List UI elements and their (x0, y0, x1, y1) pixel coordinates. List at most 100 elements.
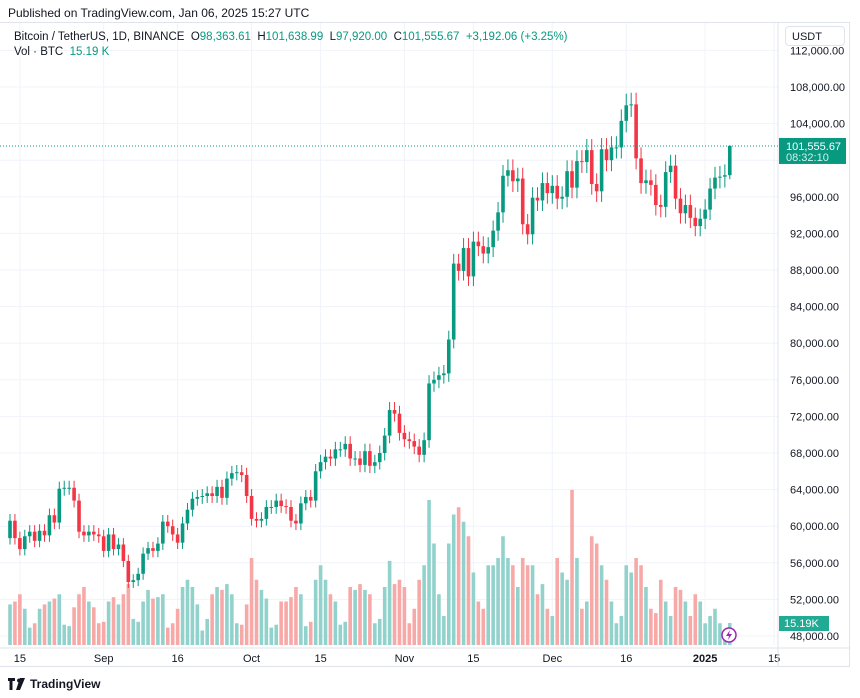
candle-body (27, 531, 32, 537)
candle-body (437, 375, 441, 380)
volume-bar (62, 624, 67, 645)
volume-bar (195, 604, 200, 645)
volume-bar (446, 543, 451, 645)
volume-bar (72, 607, 76, 645)
candle-body (683, 205, 688, 214)
candle-body (511, 170, 515, 182)
candle-body (481, 246, 486, 254)
candle-body (373, 462, 377, 466)
candle-body (279, 500, 283, 507)
change-value: +3,192.06 (+3.25%) (465, 31, 568, 43)
candle-body (205, 493, 209, 497)
volume-bar (57, 594, 62, 645)
candle-body (264, 506, 269, 519)
volume-bar (200, 630, 205, 645)
volume-bar (550, 616, 555, 645)
volume-bar (234, 623, 239, 645)
y-tick-label: 72,000.00 (790, 411, 839, 423)
volume-bar (343, 621, 348, 645)
volume-bar (13, 601, 17, 645)
volume-bar (629, 572, 633, 645)
candle-body (599, 149, 604, 192)
candle-body (304, 496, 308, 504)
x-tick-label: Oct (243, 653, 260, 665)
volume-bar (496, 558, 500, 645)
candle-body (210, 493, 214, 497)
volume-bar (486, 565, 491, 645)
candle-body (535, 197, 540, 201)
volume-bar (42, 604, 47, 645)
volume-bar (328, 594, 333, 645)
volume-bar (402, 587, 407, 645)
volume-bar (565, 579, 569, 645)
candle-body (170, 526, 175, 535)
volume-bar (126, 584, 131, 645)
lightning-icon-bolt (726, 630, 732, 640)
candle-body (230, 473, 234, 479)
candle-body (57, 488, 62, 523)
symbol-name[interactable]: Bitcoin / TetherUS, 1D, BINANCE (14, 31, 185, 43)
volume-bar (363, 589, 367, 645)
volume-bar (442, 616, 446, 645)
volume-bar (37, 608, 42, 645)
candle-body (67, 487, 71, 489)
volume-bar (22, 608, 27, 645)
countdown-label: 08:32:10 (786, 152, 829, 164)
candle-body (111, 534, 116, 550)
candle-body (358, 458, 362, 465)
volume-bar (540, 584, 545, 645)
candle-body (259, 518, 264, 521)
candle-body (72, 487, 76, 501)
y-tick-label: 68,000.00 (790, 448, 839, 460)
volume-bar (175, 608, 180, 645)
volume-bar (210, 594, 214, 645)
candle-body (225, 478, 229, 498)
candle-body (713, 177, 717, 189)
volume-bar (437, 594, 441, 645)
candle-body (501, 175, 505, 213)
published-note: Published on TradingView.com, Jan 06, 20… (8, 6, 310, 20)
candle-body (249, 496, 254, 519)
candle-body (718, 176, 722, 178)
volume-bar (644, 587, 648, 645)
volume-bar (230, 594, 234, 645)
volume-bar (506, 558, 510, 645)
currency-button[interactable]: USDT (785, 26, 845, 46)
candle-body (594, 183, 599, 192)
volume-bar (693, 594, 698, 645)
candle-body (195, 496, 200, 499)
volume-bar (575, 558, 579, 645)
candle-body (693, 217, 698, 227)
candle-body (190, 498, 195, 510)
candle-body (121, 544, 126, 561)
candle-body (131, 580, 136, 583)
candle-body (284, 506, 288, 508)
candle-body (634, 104, 638, 159)
volume-bar (520, 558, 525, 645)
tradingview-logo[interactable]: TradingView (8, 677, 100, 691)
volume-bar (456, 507, 461, 645)
candle-body (338, 449, 343, 451)
volume-bar (121, 594, 126, 645)
volume-bar (570, 489, 574, 645)
volume-bar (220, 589, 224, 645)
y-tick-label: 80,000.00 (790, 338, 839, 350)
volume-bar (333, 601, 338, 645)
chart-frame (0, 22, 850, 667)
volume-bar (323, 579, 328, 645)
last-price-label: 101,555.67 (786, 141, 841, 153)
volume-bar (589, 536, 594, 645)
candle-body (47, 515, 52, 536)
candle-body (22, 536, 27, 550)
volume-bar (32, 623, 37, 645)
volume-bar (545, 608, 550, 645)
x-tick-label: 15 (14, 653, 26, 665)
candle-body (451, 263, 456, 340)
volume-bar (624, 565, 629, 645)
volume-bar (27, 627, 32, 645)
volume-bar (555, 558, 560, 645)
candle-body (525, 224, 530, 235)
x-tick-label: 16 (171, 653, 183, 665)
candle-body (32, 531, 37, 541)
